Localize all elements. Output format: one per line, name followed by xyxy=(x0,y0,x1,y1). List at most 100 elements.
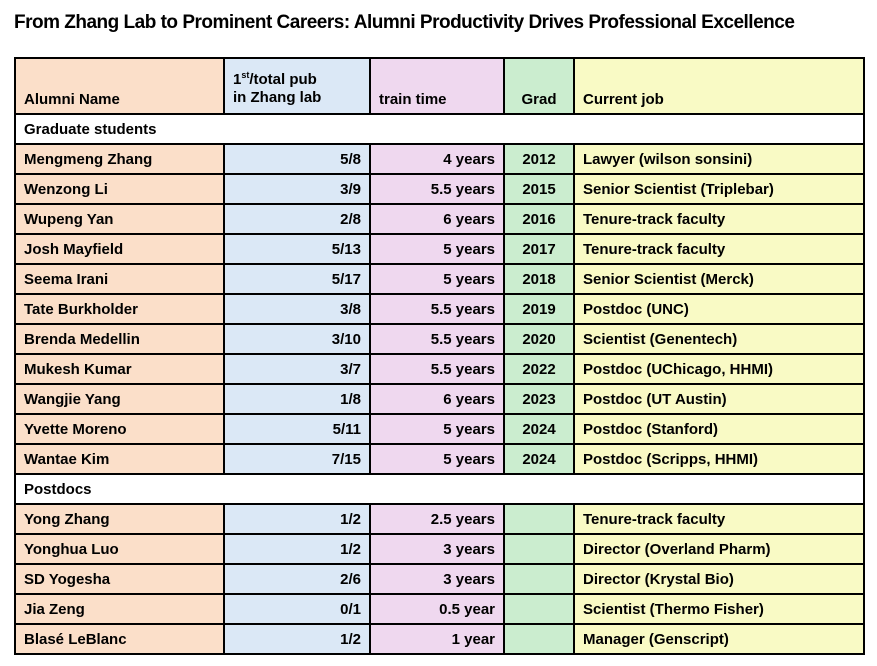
cell-name: Yong Zhang xyxy=(14,503,225,535)
cell-pub: 5/11 xyxy=(223,413,371,445)
cell-pub: 1/2 xyxy=(223,503,371,535)
header-pub-line1: 1st/total pub xyxy=(233,69,317,88)
cell-current-job: Senior Scientist (Triplebar) xyxy=(573,173,865,205)
cell-current-job: Senior Scientist (Merck) xyxy=(573,263,865,295)
header-cell-train-time: train time xyxy=(369,57,505,115)
cell-grad: 2016 xyxy=(503,203,575,235)
table-row: Jia Zeng 0/1 0.5 year Scientist (Thermo Fis… xyxy=(14,593,865,625)
cell-current-job: Tenure-track faculty xyxy=(573,233,865,265)
cell-current-job: Tenure-track faculty xyxy=(573,203,865,235)
cell-name: Blasé LeBlanc xyxy=(14,623,225,655)
table-row: Wangjie Yang 1/8 6 years 2023 Postdoc (UT Au… xyxy=(14,383,865,415)
table-row: Yong Zhang 1/2 2.5 years Tenure-track facul… xyxy=(14,503,865,535)
cell-train-time: 5 years xyxy=(369,233,505,265)
cell-name: Mukesh Kumar xyxy=(14,353,225,385)
cell-grad: 2020 xyxy=(503,323,575,355)
cell-train-time: 5 years xyxy=(369,263,505,295)
header-row: Alumni Name 1st/total pub in Zhang lab t… xyxy=(14,57,865,115)
cell-pub: 3/8 xyxy=(223,293,371,325)
cell-name: Josh Mayfield xyxy=(14,233,225,265)
table-row: Yvette Moreno 5/11 5 years 2024 Postdoc (Sta… xyxy=(14,413,865,445)
header-cell-grad: Grad xyxy=(503,57,575,115)
cell-train-time: 6 years xyxy=(369,203,505,235)
cell-grad xyxy=(503,533,575,565)
alumni-table: Alumni Name 1st/total pub in Zhang lab t… xyxy=(14,57,865,655)
cell-train-time: 1 year xyxy=(369,623,505,655)
table-row: SD Yogesha 2/6 3 years Director (Krystal Bi… xyxy=(14,563,865,595)
table-row: Seema Irani 5/17 5 years 2018 Senior Scienti… xyxy=(14,263,865,295)
table-row: Josh Mayfield 5/13 5 years 2017 Tenure-track… xyxy=(14,233,865,265)
cell-pub: 5/17 xyxy=(223,263,371,295)
cell-train-time: 6 years xyxy=(369,383,505,415)
cell-pub: 1/2 xyxy=(223,533,371,565)
table-row: Wupeng Yan 2/8 6 years 2016 Tenure-track fac… xyxy=(14,203,865,235)
cell-grad: 2024 xyxy=(503,413,575,445)
cell-train-time: 3 years xyxy=(369,533,505,565)
superscript-st: st xyxy=(241,69,250,80)
cell-grad xyxy=(503,503,575,535)
cell-train-time: 5.5 years xyxy=(369,293,505,325)
section-label: Graduate students xyxy=(14,113,865,145)
table-row: Tate Burkholder 3/8 5.5 years 2019 Postdoc (… xyxy=(14,293,865,325)
table-row: Mukesh Kumar 3/7 5.5 years 2022 Postdoc (UCh… xyxy=(14,353,865,385)
cell-name: Yvette Moreno xyxy=(14,413,225,445)
cell-name: Yonghua Luo xyxy=(14,533,225,565)
table-row: Brenda Medellin 3/10 5.5 years 2020 Scientis… xyxy=(14,323,865,355)
header-pub-line2: in Zhang lab xyxy=(233,89,322,107)
cell-train-time: 5 years xyxy=(369,443,505,475)
cell-name: Wupeng Yan xyxy=(14,203,225,235)
cell-current-job: Postdoc (Scripps, HHMI) xyxy=(573,443,865,475)
cell-pub: 0/1 xyxy=(223,593,371,625)
header-cell-alumni-name: Alumni Name xyxy=(14,57,225,115)
section-row: Postdocs xyxy=(14,473,865,505)
header-cell-pub: 1st/total pub in Zhang lab xyxy=(223,57,371,115)
cell-name: Jia Zeng xyxy=(14,593,225,625)
cell-train-time: 4 years xyxy=(369,143,505,175)
cell-train-time: 0.5 year xyxy=(369,593,505,625)
cell-train-time: 5.5 years xyxy=(369,173,505,205)
cell-name: Wenzong Li xyxy=(14,173,225,205)
cell-pub: 2/8 xyxy=(223,203,371,235)
cell-pub: 3/9 xyxy=(223,173,371,205)
cell-name: Tate Burkholder xyxy=(14,293,225,325)
cell-name: Seema Irani xyxy=(14,263,225,295)
section-row: Graduate students xyxy=(14,113,865,145)
table-row: Blasé LeBlanc 1/2 1 year Manager (Genscript… xyxy=(14,623,865,655)
cell-grad: 2012 xyxy=(503,143,575,175)
cell-train-time: 5.5 years xyxy=(369,323,505,355)
cell-pub: 3/10 xyxy=(223,323,371,355)
table-row: Yonghua Luo 1/2 3 years Director (Overland … xyxy=(14,533,865,565)
cell-current-job: Postdoc (UT Austin) xyxy=(573,383,865,415)
cell-grad: 2022 xyxy=(503,353,575,385)
table-row: Wantae Kim 7/15 5 years 2024 Postdoc (Scripp… xyxy=(14,443,865,475)
cell-current-job: Lawyer (wilson sonsini) xyxy=(573,143,865,175)
cell-current-job: Scientist (Thermo Fisher) xyxy=(573,593,865,625)
cell-name: SD Yogesha xyxy=(14,563,225,595)
cell-train-time: 3 years xyxy=(369,563,505,595)
cell-current-job: Tenure-track faculty xyxy=(573,503,865,535)
cell-train-time: 5 years xyxy=(369,413,505,445)
cell-name: Wangjie Yang xyxy=(14,383,225,415)
cell-pub: 2/6 xyxy=(223,563,371,595)
cell-current-job: Postdoc (UNC) xyxy=(573,293,865,325)
cell-pub: 1/8 xyxy=(223,383,371,415)
cell-grad: 2019 xyxy=(503,293,575,325)
cell-grad xyxy=(503,563,575,595)
table-header: Alumni Name 1st/total pub in Zhang lab t… xyxy=(14,57,865,115)
header-cell-current-job: Current job xyxy=(573,57,865,115)
cell-current-job: Manager (Genscript) xyxy=(573,623,865,655)
section-label: Postdocs xyxy=(14,473,865,505)
table-body: Graduate students Mengmeng Zhang 5/8 4 year… xyxy=(14,113,865,655)
cell-pub: 5/13 xyxy=(223,233,371,265)
cell-grad xyxy=(503,623,575,655)
cell-pub: 7/15 xyxy=(223,443,371,475)
cell-name: Mengmeng Zhang xyxy=(14,143,225,175)
cell-grad: 2023 xyxy=(503,383,575,415)
cell-grad: 2015 xyxy=(503,173,575,205)
cell-current-job: Postdoc (UChicago, HHMI) xyxy=(573,353,865,385)
cell-pub: 3/7 xyxy=(223,353,371,385)
cell-train-time: 2.5 years xyxy=(369,503,505,535)
cell-current-job: Director (Overland Pharm) xyxy=(573,533,865,565)
cell-name: Brenda Medellin xyxy=(14,323,225,355)
cell-grad: 2017 xyxy=(503,233,575,265)
